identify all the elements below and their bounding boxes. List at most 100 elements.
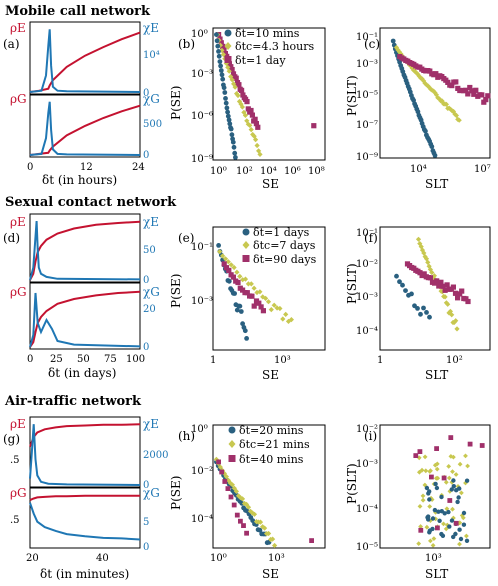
panel-i-frame [379, 424, 491, 549]
data-point [219, 469, 225, 475]
data-point [397, 279, 402, 285]
data-point [427, 68, 433, 74]
data-point [458, 536, 464, 542]
data-point [427, 489, 432, 494]
data-point [271, 302, 277, 308]
data-point [244, 336, 250, 341]
data-point [216, 243, 222, 248]
data-point [413, 453, 419, 458]
data-point [444, 282, 450, 288]
panel-c-ytick-3: 10⁻⁷ [356, 120, 378, 131]
data-point [471, 91, 477, 97]
data-point [226, 117, 232, 123]
series-line-χE [29, 29, 141, 93]
panel-b-ytick-3: 10⁻⁹ [191, 154, 213, 165]
legend-item-2: δtc=21 mins [239, 438, 310, 451]
data-point [218, 40, 224, 46]
data-point [451, 478, 456, 483]
panel-h-frame [212, 424, 326, 549]
data-point [216, 49, 221, 54]
panel-label-f: (f) [364, 231, 378, 245]
data-point [422, 454, 428, 460]
data-point [436, 283, 442, 289]
panel-f-ylabel: P(SLT) [345, 263, 359, 304]
panel-f-ytick-0: 10⁻¹ [356, 228, 378, 239]
panel-d-xtick-2: 50 [77, 354, 90, 365]
panel-label-e: (e) [178, 231, 194, 245]
data-point [447, 524, 452, 529]
panel-g-top-frame [29, 416, 141, 488]
data-point [453, 112, 459, 119]
data-point [229, 67, 235, 73]
data-point [440, 533, 446, 538]
data-point [247, 508, 254, 514]
data-point [417, 449, 423, 454]
data-point [223, 474, 229, 480]
panel-label-g: (g) [3, 432, 20, 446]
data-point [245, 504, 252, 510]
data-point [479, 92, 485, 98]
panel-b-xtick-1: 10² [236, 166, 253, 177]
data-point [427, 504, 433, 509]
panel-f-ytick-1: 10⁻² [356, 259, 378, 270]
data-point [229, 132, 235, 138]
panel-b-xtick-2: 10⁴ [260, 166, 277, 177]
panel-c-ytick-4: 10⁻⁹ [356, 152, 378, 163]
data-point [244, 99, 250, 105]
data-point [220, 51, 226, 58]
data-point [433, 92, 439, 98]
data-point [457, 291, 463, 297]
data-point [434, 278, 440, 284]
data-point [427, 314, 432, 320]
data-point [237, 303, 243, 309]
data-point [236, 82, 242, 88]
panel-f-xtick-0: 1 [377, 355, 383, 366]
panel-g-bottom-right-tick-1: 5 [143, 517, 149, 528]
panel-c-xtick-0: 10⁴ [410, 164, 427, 175]
data-point [390, 38, 396, 44]
data-point [220, 253, 226, 259]
data-point [418, 311, 423, 317]
panel-c-xlabel: SLT [425, 177, 448, 191]
data-point [214, 38, 220, 44]
data-point [454, 326, 460, 332]
data-point [238, 518, 243, 524]
data-point [433, 71, 439, 77]
data-point [463, 480, 468, 486]
panel-label-c: (c) [364, 37, 380, 51]
data-point [442, 511, 447, 516]
panel-c-frame [379, 27, 491, 159]
data-point [423, 128, 428, 134]
panel-b-xtick-3: 10⁶ [284, 166, 301, 177]
data-point [443, 101, 449, 107]
data-point [430, 543, 436, 548]
panel-g-top-right-label: χE [143, 417, 159, 431]
data-point [465, 298, 471, 305]
panel-i-ytick-2: 10⁻⁴ [356, 504, 378, 515]
series-line-ρE [29, 220, 141, 281]
data-point [251, 285, 257, 291]
panel-h-xtick-1: 10³ [268, 553, 285, 564]
data-point [248, 107, 254, 114]
section-title-mobile: Mobile call network [5, 4, 151, 19]
data-point [257, 151, 263, 158]
data-point [232, 84, 238, 90]
panel-c-ytick-2: 10⁻⁵ [356, 90, 378, 101]
panel-a-xtick-2: 24 [132, 162, 145, 173]
legend-marker-3 [228, 455, 236, 462]
data-point [254, 142, 260, 149]
panel-a-top-right-tick-1: 10⁴ [143, 50, 160, 61]
panel-g-top-left-tick: .5 [10, 455, 20, 466]
data-point [459, 490, 464, 496]
data-point [230, 139, 236, 145]
data-point [223, 265, 230, 271]
legend-item-3: δt=40 mins [239, 453, 304, 466]
data-point [260, 308, 266, 314]
panel-e-legend: δt=1 days δtc=7 days δt=90 days [242, 226, 317, 266]
data-point [423, 468, 429, 474]
data-point [445, 301, 451, 307]
data-point [242, 276, 249, 282]
data-point [409, 291, 414, 297]
data-point [464, 538, 470, 543]
data-point [426, 517, 431, 522]
